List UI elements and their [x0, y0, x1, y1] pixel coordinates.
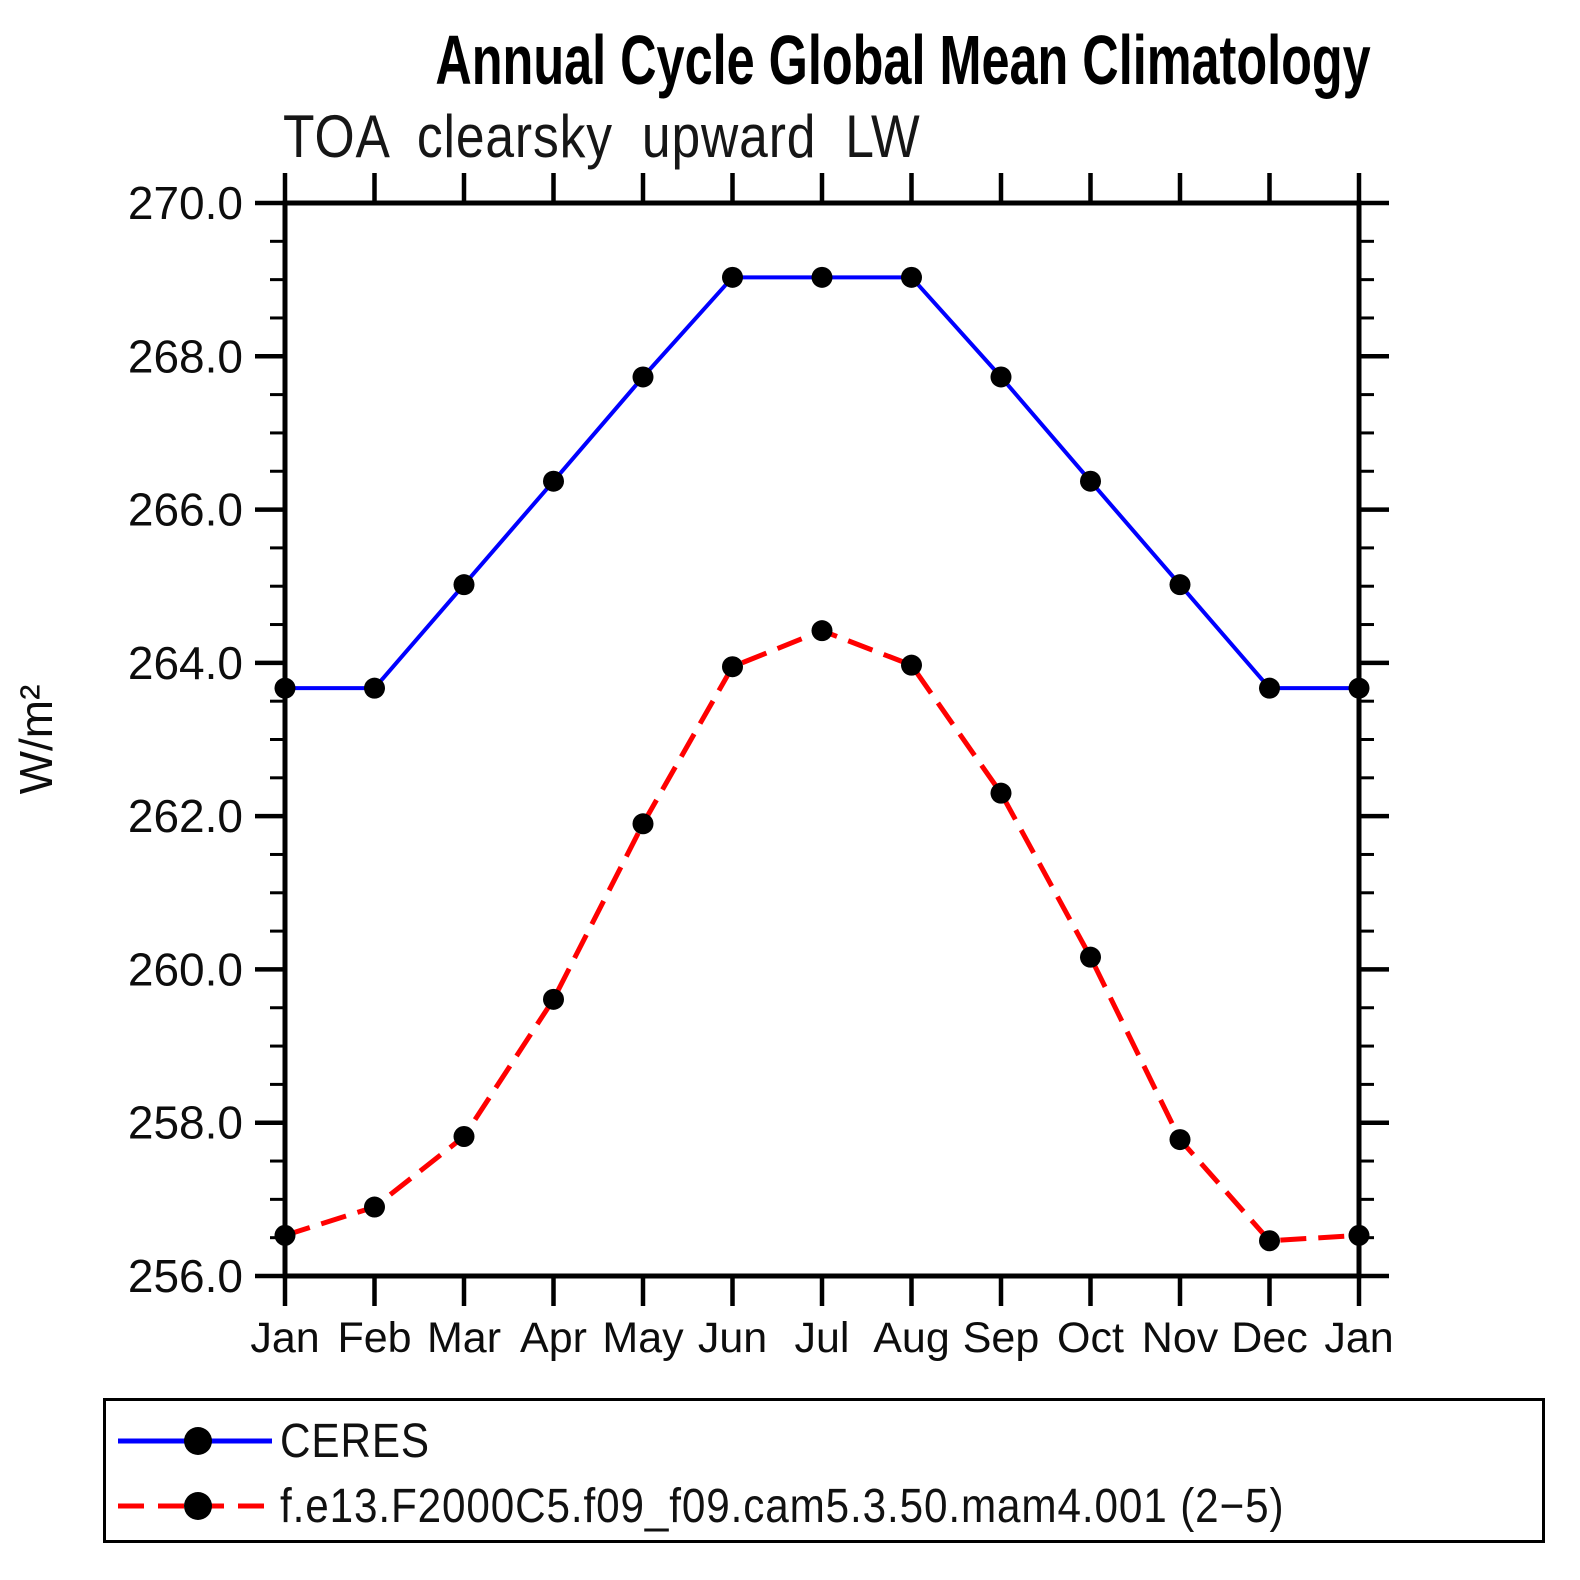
y-tick-label: 264.0 — [128, 637, 243, 689]
model-series — [274, 620, 1370, 1252]
data-point-marker — [1080, 470, 1101, 492]
x-tick-label: May — [602, 1314, 684, 1362]
data-point-marker — [722, 266, 743, 288]
data-point-marker — [901, 654, 922, 676]
data-point-marker — [1169, 1129, 1191, 1151]
x-tick-label: Aug — [873, 1314, 950, 1362]
legend-marker-dot — [184, 1492, 212, 1520]
data-point-marker — [1348, 1224, 1370, 1246]
model-line — [284, 627, 1360, 1244]
x-tick-label: Jan — [250, 1314, 319, 1362]
y-tick-label: 262.0 — [128, 790, 243, 842]
data-point-marker — [1169, 574, 1191, 596]
y-tick-label: 260.0 — [128, 943, 243, 995]
data-point-marker — [632, 366, 654, 388]
legend-label-ceres: CERES — [280, 1414, 430, 1468]
data-point-marker — [453, 1126, 475, 1148]
data-point-marker — [1259, 677, 1280, 699]
x-tick-label: Jul — [795, 1314, 850, 1362]
x-tick-label: Sep — [963, 1314, 1040, 1362]
data-point-marker — [274, 677, 296, 699]
data-point-marker — [543, 470, 564, 492]
chart-subtitle: TOA clearsky upward LW — [283, 103, 921, 170]
data-point-marker — [364, 1196, 385, 1218]
data-point-marker — [364, 677, 385, 699]
ceres-line-swatch — [118, 1427, 272, 1455]
legend-item-ceres: CERES — [114, 1414, 450, 1468]
y-axis-title: W/m² — [10, 685, 62, 795]
data-point-marker — [990, 366, 1012, 388]
data-point-marker — [1348, 677, 1370, 699]
axes: 256.0 258.0 260.0 262.0 264.0 266.0 268.0 270.0… — [10, 173, 1394, 1362]
legend-label-model: f.e13.F2000C5.f09_f09.cam5.3.50.mam4.001… — [280, 1479, 1285, 1533]
data-point-marker — [274, 1224, 296, 1246]
data-point-marker — [1080, 946, 1101, 968]
legend-marker-dot — [184, 1427, 212, 1455]
data-point-marker — [543, 988, 564, 1010]
ceres-series — [274, 266, 1370, 699]
model-line-swatch — [118, 1492, 272, 1520]
y-tick-label: 270.0 — [128, 177, 243, 229]
x-tick-label: Oct — [1057, 1314, 1124, 1362]
y-tick-label: 256.0 — [128, 1250, 243, 1302]
data-point-marker — [901, 266, 922, 288]
x-tick-label: Apr — [520, 1314, 587, 1362]
data-point-marker — [632, 813, 654, 835]
data-point-marker — [990, 782, 1012, 804]
legend-item-model: f.e13.F2000C5.f09_f09.cam5.3.50.mam4.001… — [114, 1479, 1421, 1533]
data-point-marker — [722, 656, 743, 678]
data-point-marker — [811, 266, 833, 288]
x-tick-label: Jan — [1324, 1314, 1393, 1362]
x-tick-label: Nov — [1142, 1314, 1219, 1362]
x-tick-label: Dec — [1231, 1314, 1307, 1362]
x-tick-label: Mar — [427, 1314, 501, 1362]
data-point-marker — [1259, 1230, 1280, 1252]
y-tick-label: 266.0 — [128, 484, 243, 536]
legend-box: CERES f.e13.F2000C5.f09_f09.cam5.3.50.ma… — [103, 1398, 1545, 1543]
data-point-marker — [453, 574, 475, 596]
data-point-marker — [811, 620, 833, 642]
x-tick-label: Feb — [337, 1314, 411, 1362]
y-tick-label: 258.0 — [128, 1097, 243, 1149]
x-tick-label: Jun — [698, 1314, 767, 1362]
y-tick-label: 268.0 — [128, 330, 243, 382]
